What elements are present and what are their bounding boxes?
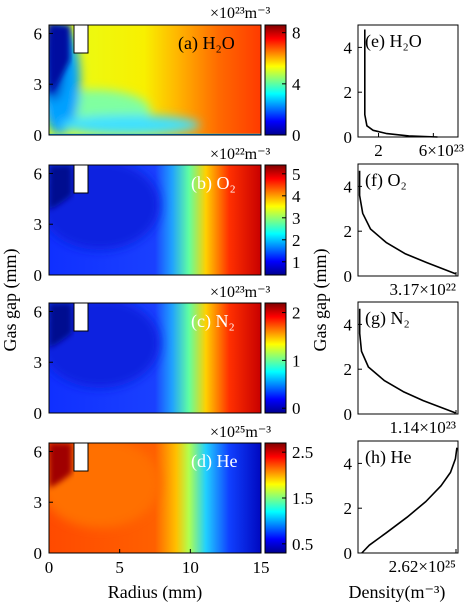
cbar-tick-label-2: 1 xyxy=(292,351,301,370)
heatmap-h2o xyxy=(49,25,261,135)
cbar-tick-label-1: 1 xyxy=(292,253,301,272)
colorbar-b xyxy=(264,164,287,276)
label-c: (c) N₂ xyxy=(191,311,235,332)
x-tick-label-3: 5 xyxy=(115,558,124,577)
y-tick-label-1: 0 xyxy=(34,266,43,285)
line-x-tick-label-2: 1.14×10²³ xyxy=(389,418,456,437)
y-tick-label-3: 6 xyxy=(34,442,43,461)
line-x-tick-label-0: 6×10²³ xyxy=(419,141,464,160)
line-y-tick-label-0: 2 xyxy=(344,83,353,102)
line-y-tick-label-0: 4 xyxy=(344,38,353,57)
line-layer xyxy=(358,29,458,554)
multiplier-c: ×10²³m⁻³ xyxy=(210,284,271,301)
line-y-tick-label-2: 0 xyxy=(344,405,353,424)
label-a: (a) H₂O xyxy=(178,33,235,54)
ylabel-left: Gas gap (mm) xyxy=(0,249,21,352)
cbar-tick-label-1: 3 xyxy=(292,209,301,228)
cbar-tick-label-1: 2 xyxy=(292,231,301,250)
label-e: (e) H₂O xyxy=(365,31,422,52)
line-frame-h xyxy=(357,440,459,554)
y-tick-label-3: 3 xyxy=(34,493,43,512)
line-y-tick-label-1: 4 xyxy=(344,177,353,196)
x-tick-label-3: 0 xyxy=(45,558,54,577)
line-frame-g xyxy=(357,301,459,415)
line-y-tick-label-2: 2 xyxy=(344,360,353,379)
y-tick-label-0: 0 xyxy=(34,126,43,145)
line-y-tick-label-3: 2 xyxy=(344,499,353,518)
cbar-tick-label-3: 2.5 xyxy=(292,443,313,462)
y-tick-label-1: 3 xyxy=(34,215,43,234)
line-y-tick-label-2: 4 xyxy=(344,315,353,334)
multiplier-a: ×10²³m⁻³ xyxy=(210,5,271,22)
ylabel-right: Gas gap (mm) xyxy=(310,249,331,352)
label-f: (f) O₂ xyxy=(365,170,407,191)
cbar-tick-label-2: 2 xyxy=(292,304,301,323)
y-tick-label-2: 3 xyxy=(34,353,43,372)
line-frame-f xyxy=(357,163,459,277)
cbar-tick-label-1: 5 xyxy=(292,165,301,184)
frame-d xyxy=(48,442,262,554)
line-y-tick-label-1: 2 xyxy=(344,222,353,241)
electrode-b xyxy=(73,164,89,194)
cbar-tick-label-0: 4 xyxy=(292,75,301,94)
profile-line-3 xyxy=(361,447,458,554)
y-tick-label-2: 0 xyxy=(34,404,43,423)
y-tick-label-1: 6 xyxy=(34,164,43,183)
line-y-tick-label-3: 4 xyxy=(344,454,353,473)
cbar-tick-label-3: 0.5 xyxy=(292,535,313,554)
line-x-tick-label-1: 3.17×10²² xyxy=(389,280,456,299)
profile-line-0 xyxy=(363,29,438,138)
cbar-tick-label-0: 8 xyxy=(292,24,301,43)
y-tick-label-3: 0 xyxy=(34,544,43,563)
frame-b xyxy=(48,164,262,276)
colorbar-a xyxy=(264,24,287,136)
electrode-c xyxy=(73,302,89,332)
cbar-tick-label-1: 4 xyxy=(292,187,301,206)
line-x-tick-label-0: 2 xyxy=(374,141,383,160)
profile-line-1 xyxy=(358,170,456,275)
tick-layer: 0 3 6 0 4 8 0 3 6 1 2 3 4 5 0 3 6 0 1 2 0 3 6 0.5 1.5 2.5 0 5 10 15 0 2… xyxy=(34,24,464,577)
line-y-tick-label-0: 0 xyxy=(344,128,353,147)
y-tick-label-0: 6 xyxy=(34,24,43,43)
profile-line-2 xyxy=(358,308,456,414)
multiplier-d: ×10²⁵m⁻³ xyxy=(210,424,271,441)
line-y-tick-label-3: 0 xyxy=(344,544,353,563)
frame-c xyxy=(48,302,262,414)
line-frame-e xyxy=(357,24,459,138)
electrode-a xyxy=(73,24,89,54)
y-tick-label-2: 6 xyxy=(34,302,43,321)
line-x-tick-label-3: 2.62×10²⁵ xyxy=(389,557,456,576)
cbar-tick-label-0: 0 xyxy=(292,126,301,145)
colorbar-c xyxy=(264,302,287,414)
frame-a xyxy=(48,24,262,136)
line-y-tick-label-1: 0 xyxy=(344,267,353,286)
label-d: (d) He xyxy=(191,451,237,472)
cbar-tick-label-2: 0 xyxy=(292,399,301,418)
x-tick-label-3: 15 xyxy=(253,558,270,577)
xlabel-right: Density(m⁻³) xyxy=(349,582,446,603)
electrode-d xyxy=(73,442,89,472)
label-g: (g) N₂ xyxy=(365,308,410,329)
multiplier-b: ×10²²m⁻³ xyxy=(210,146,271,163)
xlabel-left: Radius (mm) xyxy=(108,582,203,603)
x-tick-label-3: 10 xyxy=(182,558,199,577)
label-b: (b) O₂ xyxy=(191,173,236,194)
label-h: (h) He xyxy=(365,447,411,468)
cbar-tick-label-3: 1.5 xyxy=(292,489,313,508)
y-tick-label-0: 3 xyxy=(34,75,43,94)
